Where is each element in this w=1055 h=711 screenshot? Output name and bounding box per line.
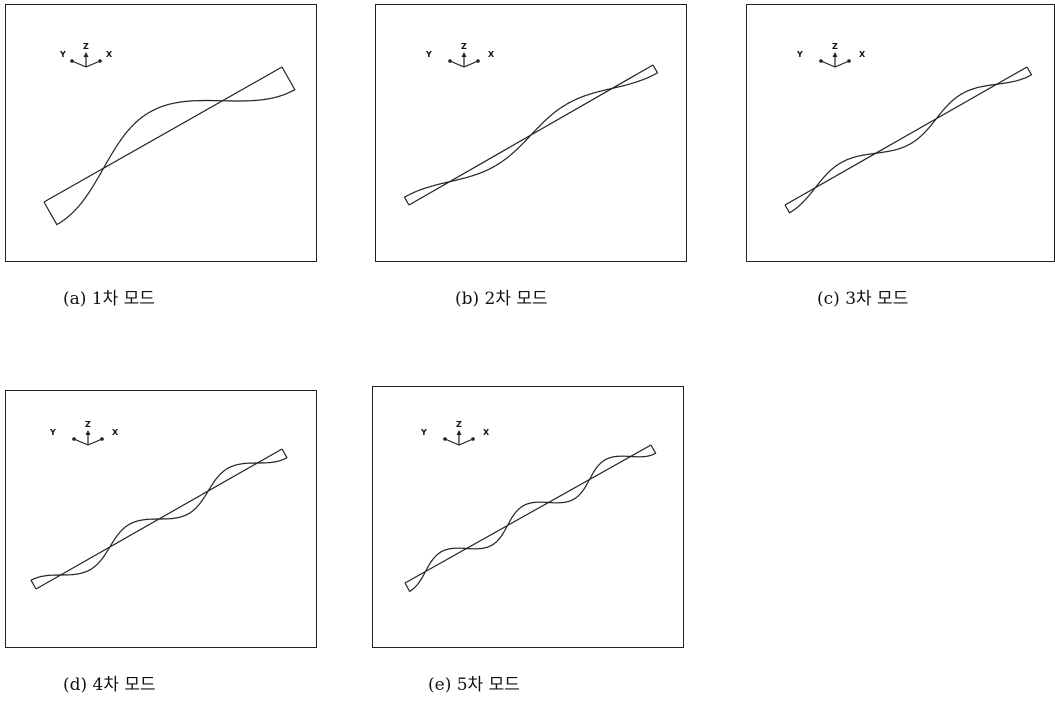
undeformed-axis-line — [404, 444, 652, 584]
z-axis-label: Z — [83, 42, 89, 51]
y-axis-label: Y — [425, 50, 432, 59]
y-axis-label: Y — [49, 428, 56, 437]
undeformed-axis-line — [43, 66, 283, 203]
mode-panel-5: Y Z X — [372, 386, 684, 648]
mode-shape-plot-2: Y Z X — [403, 42, 659, 206]
mode-panel-4: Y Z X — [5, 390, 317, 648]
mode-shape-curve — [784, 66, 1033, 214]
y-axis-label: Y — [796, 50, 803, 59]
coordinate-axes-icon: Y Z X — [59, 42, 113, 68]
mode-shape-curve — [403, 64, 659, 206]
coordinate-axes-icon: Y Z X — [420, 420, 490, 446]
mode-shape-plot-1: Y Z X — [43, 42, 296, 226]
x-axis-label: X — [112, 428, 119, 437]
coordinate-axes-icon: Y Z X — [425, 42, 495, 68]
z-axis-label: Z — [85, 420, 91, 429]
y-axis-label: Y — [59, 50, 66, 59]
mode-shape-curve — [404, 444, 657, 593]
mode-shape-plot-4: Y Z X — [30, 420, 288, 590]
z-axis-label: Z — [456, 420, 462, 429]
mode-panel-2: Y Z X — [375, 4, 687, 262]
mode-shape-plot-3: Y Z X — [784, 42, 1033, 214]
coordinate-axes-icon: Y Z X — [796, 42, 866, 68]
mode-panel-3: Y Z X — [746, 4, 1055, 262]
mode-shape-plot-5: Y Z X — [404, 420, 657, 593]
z-axis-label: Z — [832, 42, 838, 51]
mode-panel-1: Y Z X — [5, 4, 317, 262]
undeformed-axis-line — [784, 66, 1028, 206]
y-axis-label: Y — [420, 428, 427, 437]
caption-2: (b) 2차 모드 — [455, 289, 548, 309]
x-axis-label: X — [859, 50, 866, 59]
caption-3: (c) 3차 모드 — [817, 289, 909, 309]
x-axis-label: X — [483, 428, 490, 437]
x-axis-label: X — [488, 50, 495, 59]
z-axis-label: Z — [461, 42, 467, 51]
mode-shape-curve — [30, 448, 288, 590]
caption-4: (d) 4차 모드 — [63, 675, 156, 695]
coordinate-axes-icon: Y Z X — [49, 420, 119, 446]
caption-5: (e) 5차 모드 — [428, 675, 520, 695]
caption-1: (a) 1차 모드 — [63, 289, 155, 309]
mode-shape-curve — [43, 66, 296, 226]
x-axis-label: X — [106, 50, 113, 59]
